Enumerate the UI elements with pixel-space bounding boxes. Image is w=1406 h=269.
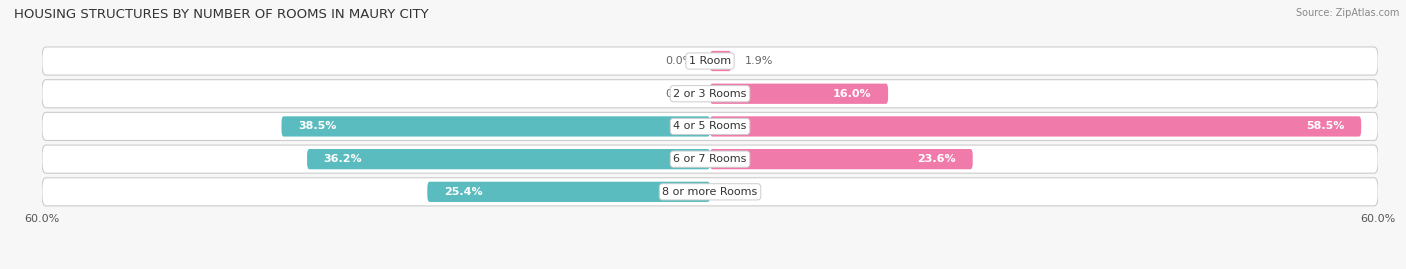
Text: 2 or 3 Rooms: 2 or 3 Rooms (673, 89, 747, 99)
Text: 36.2%: 36.2% (323, 154, 363, 164)
Text: 58.5%: 58.5% (1306, 121, 1344, 132)
Text: 0.0%: 0.0% (665, 89, 693, 99)
FancyBboxPatch shape (710, 84, 889, 104)
Text: Source: ZipAtlas.com: Source: ZipAtlas.com (1295, 8, 1399, 18)
FancyBboxPatch shape (427, 182, 710, 202)
Text: HOUSING STRUCTURES BY NUMBER OF ROOMS IN MAURY CITY: HOUSING STRUCTURES BY NUMBER OF ROOMS IN… (14, 8, 429, 21)
FancyBboxPatch shape (281, 116, 710, 137)
FancyBboxPatch shape (42, 80, 1378, 108)
Text: 6 or 7 Rooms: 6 or 7 Rooms (673, 154, 747, 164)
Text: 0.0%: 0.0% (727, 187, 755, 197)
Legend: Owner-occupied, Renter-occupied: Owner-occupied, Renter-occupied (579, 268, 841, 269)
FancyBboxPatch shape (710, 149, 973, 169)
FancyBboxPatch shape (42, 112, 1378, 140)
Text: 4 or 5 Rooms: 4 or 5 Rooms (673, 121, 747, 132)
FancyBboxPatch shape (307, 149, 710, 169)
FancyBboxPatch shape (710, 51, 731, 71)
FancyBboxPatch shape (42, 178, 1378, 206)
FancyBboxPatch shape (42, 47, 1378, 75)
Text: 23.6%: 23.6% (917, 154, 956, 164)
Text: 1.9%: 1.9% (745, 56, 773, 66)
Text: 1 Room: 1 Room (689, 56, 731, 66)
FancyBboxPatch shape (710, 116, 1361, 137)
Text: 16.0%: 16.0% (832, 89, 872, 99)
FancyBboxPatch shape (42, 145, 1378, 173)
Text: 25.4%: 25.4% (444, 187, 482, 197)
Text: 8 or more Rooms: 8 or more Rooms (662, 187, 758, 197)
Text: 38.5%: 38.5% (298, 121, 336, 132)
Text: 0.0%: 0.0% (665, 56, 693, 66)
